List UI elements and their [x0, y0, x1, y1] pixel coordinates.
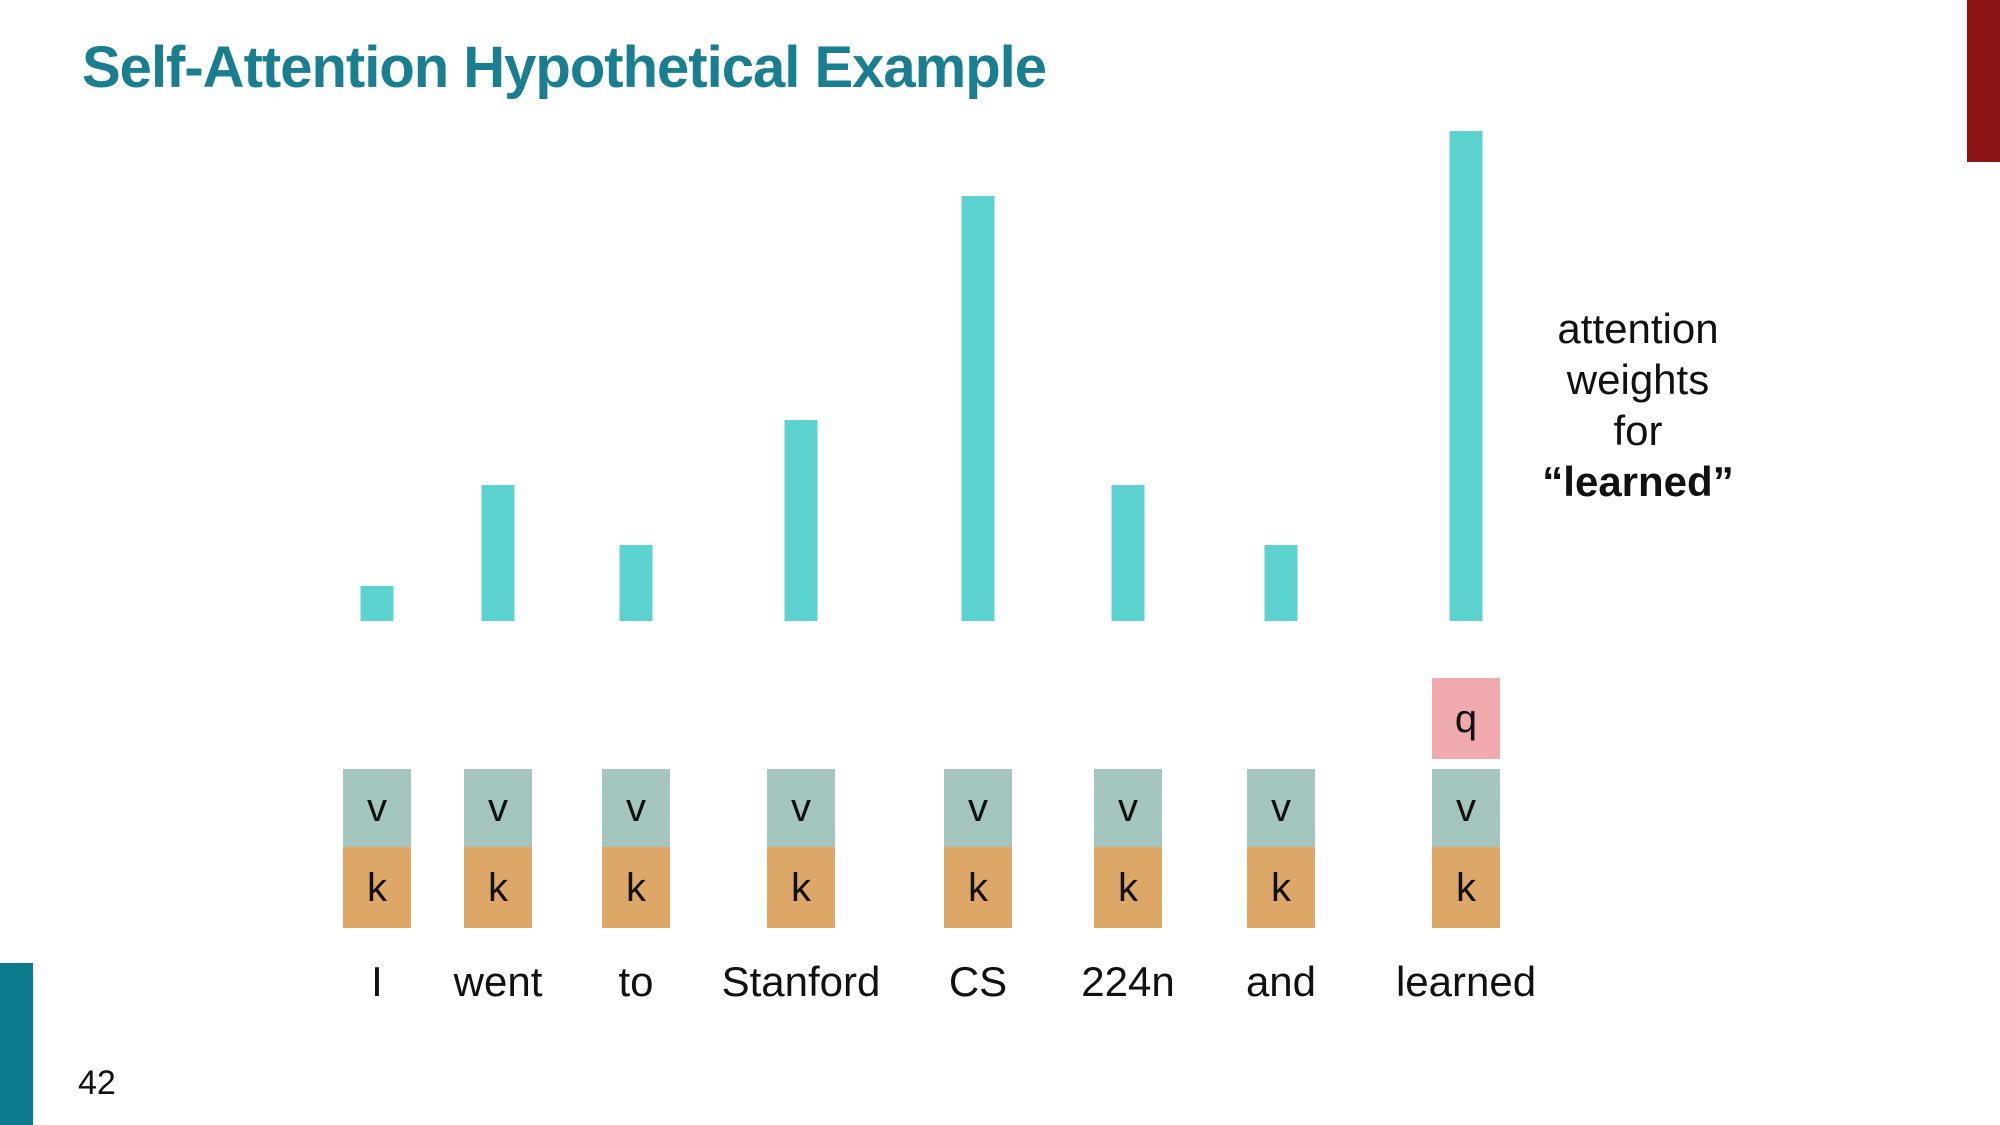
annotation-line-learned: “learned” [1542, 458, 1734, 505]
attention-bar [619, 545, 653, 621]
word-column-stanford: v k Stanford [722, 0, 880, 1125]
key-box: k [767, 847, 835, 928]
key-box: k [944, 847, 1012, 928]
attention-bar [360, 586, 394, 621]
word-label: and [1245, 958, 1317, 1005]
word-label: went [453, 958, 543, 1005]
value-box-label: v [1456, 786, 1476, 830]
page-number: 42 [78, 1064, 116, 1102]
word-column-to: v k to [602, 0, 670, 1125]
attention-bar [481, 485, 515, 621]
annotation-text: attention weights for “learned” [1473, 303, 1803, 507]
word-label: 224n [1081, 958, 1175, 1005]
value-box: v [1247, 769, 1315, 847]
corner-accent-bottom-left [0, 963, 33, 1125]
attention-bar [784, 420, 818, 621]
key-box: k [1432, 847, 1500, 928]
value-box: v [343, 769, 411, 847]
corner-accent-top-right [1967, 0, 2000, 162]
key-box-label: k [488, 865, 508, 910]
attention-bar [1449, 131, 1483, 621]
key-box: k [602, 847, 670, 928]
key-box: k [1247, 847, 1315, 928]
value-box-label: v [626, 786, 646, 830]
attention-bar [1264, 545, 1298, 621]
annotation-line: attention [1557, 305, 1719, 352]
query-box: q [1432, 678, 1500, 759]
annotation-line: for [1613, 407, 1663, 454]
key-box-label: k [367, 865, 387, 910]
attention-bar [1111, 485, 1145, 621]
value-box: v [944, 769, 1012, 847]
value-box: v [767, 769, 835, 847]
word-column-224n: v k 224n [1081, 0, 1175, 1125]
query-box-label: q [1454, 696, 1478, 741]
word-column-learned: q v k learned [1396, 0, 1536, 1125]
attention-bar [961, 196, 995, 621]
annotation-line: weights [1566, 356, 1710, 403]
word-column-and: v k and [1246, 0, 1316, 1125]
key-box: k [464, 847, 532, 928]
value-box: v [464, 769, 532, 847]
key-box-label: k [968, 865, 988, 910]
word-column-went: v k went [454, 0, 542, 1125]
key-box-label: k [1271, 865, 1291, 910]
value-box: v [1094, 769, 1162, 847]
key-box: k [343, 847, 411, 928]
word-column-cs: v k CS [944, 0, 1012, 1125]
value-box: v [602, 769, 670, 847]
page-title: Self-Attention Hypothetical Example [82, 35, 1047, 100]
key-box-label: k [1456, 865, 1476, 910]
word-label: learned [1395, 958, 1537, 1005]
key-box-label: k [626, 865, 646, 910]
word-column-i: v k I [343, 0, 411, 1125]
word-label: I [371, 958, 383, 1005]
value-box-label: v [1118, 786, 1138, 830]
value-box-label: v [1271, 786, 1291, 830]
word-label: to [618, 958, 654, 1005]
value-box-label: v [968, 786, 988, 830]
value-box-label: v [791, 786, 811, 830]
value-box-label: v [367, 786, 387, 830]
value-box-label: v [488, 786, 508, 830]
value-box: v [1432, 769, 1500, 847]
word-label: CS [948, 958, 1008, 1005]
key-box: k [1094, 847, 1162, 928]
word-label: Stanford [721, 958, 881, 1005]
key-box-label: k [1118, 865, 1138, 910]
key-box-label: k [791, 865, 811, 910]
